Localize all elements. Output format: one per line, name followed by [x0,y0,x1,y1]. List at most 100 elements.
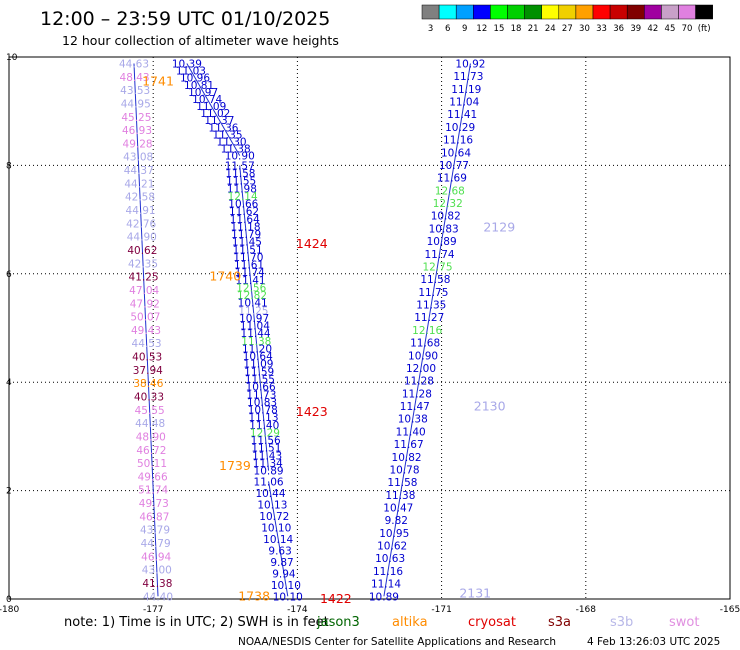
satellite-legend-item: cryosat [468,615,516,630]
y-tick-label: 6 [6,270,12,280]
wave-height-label: 45.25 [121,112,151,124]
wave-height-label: 48.90 [136,431,166,443]
x-axis-ticks: -180 -177 -174 -171 -168 -165 [0,605,740,615]
legend-labels: 3 6 9 12 15 18 21 24 27 30 33 36 39 42 45 70 (ft) [428,24,711,34]
wave-height-label: 11.19 [451,84,481,96]
wave-height-label: 11.28 [402,388,432,400]
wave-height-label: 10.63 [375,553,405,565]
legend-label: 9 [462,24,467,34]
wave-height-label: 10.90 [408,350,438,362]
wave-height-label: 11.27 [414,312,444,324]
wave-height-label: 10.47 [383,502,413,514]
wave-height-label: 44.21 [124,178,154,190]
wave-height-label: 49.66 [138,471,168,483]
pass-time-label: 2131 [459,586,491,601]
wave-height-label: 49.28 [123,138,153,150]
legend-swatch [541,4,560,20]
wave-height-label: 12.82 [237,290,267,302]
wave-height-label: 44.63 [119,59,149,71]
satellite-legend-item: swot [669,615,699,630]
wave-height-label: 11.56 [251,435,281,447]
pass-time-label: 2130 [474,399,506,414]
wave-height-label: 11.47 [400,401,430,413]
wave-height-label: 10.10 [261,522,291,534]
legend-label: 15 [494,24,505,34]
wave-height-label: 10.95 [379,528,409,540]
wave-height-label: 49.43 [131,325,161,337]
legend-swatches [421,4,713,20]
wave-height-label: 42.76 [126,218,156,230]
wave-height-label: 46.72 [136,445,166,457]
wave-height-label: 10.96 [180,73,210,85]
legend-swatch [661,4,679,20]
wave-height-label: 11.74 [425,249,455,261]
wave-height-label: 44.95 [121,98,151,110]
wave-height-label: 10.78 [389,464,419,476]
legend-label: 70 [682,24,693,34]
wave-height-label: 47.04 [129,285,159,297]
legend-label: 12 [476,24,487,34]
legend-swatch [575,4,594,20]
legend-label: 42 [647,24,658,34]
wave-height-label: 12.16 [412,325,442,337]
x-tick-label: -174 [287,605,308,615]
wave-height-label: 46.93 [122,125,152,137]
wave-height-label: 11.09 [196,101,226,113]
pass-time-label: 1422 [320,591,352,606]
wave-height-label: 40.53 [132,352,162,364]
wave-height-label: 50.11 [137,458,167,470]
wave-height-label: 10.72 [259,511,289,523]
legend-swatch [490,4,508,20]
legend-swatch [558,4,577,20]
wave-height-label: 10.14 [263,534,293,546]
wave-height-label: 11.75 [418,287,448,299]
wave-height-label: 10.82 [392,452,422,464]
wave-height-label: 11.64 [230,214,260,226]
grid-lines [9,57,730,599]
wave-height-label: 11.79 [231,229,261,241]
legend-swatch [609,4,628,20]
wave-height-label: 10.89 [254,466,284,478]
wave-height-label: 11.30 [217,136,247,148]
wave-height-label: 10.62 [377,541,407,553]
track-line [268,481,289,597]
data-labels: 10.3911.0310.9610.8110.9710.7411.0911.02… [119,59,486,604]
wave-height-label: 10.78 [248,405,278,417]
legend-swatch [626,4,645,20]
wave-height-label: 11.38 [221,144,251,156]
wave-height-label: 10.89 [427,236,457,248]
wave-height-label: 11.68 [410,338,440,350]
wave-height-label: 38.46 [133,378,163,390]
wave-height-label: 11.20 [242,343,272,355]
legend-swatch [507,4,525,20]
wave-height-label: 10.90 [225,151,255,163]
wave-height-label: 11.03 [176,66,206,78]
wave-height-label: 11.59 [244,366,274,378]
wave-height-label: 10.82 [431,211,461,223]
legend-label: 24 [545,24,556,34]
wave-height-label: 10.83 [429,223,459,235]
wave-height-label: 44.79 [141,538,171,550]
legend-swatch [524,4,542,20]
legend-swatch [473,4,491,20]
wave-height-label: 12.32 [433,198,463,210]
wave-height-label: 11.69 [437,173,467,185]
track-line [383,63,471,597]
y-tick-label: 10 [6,53,18,63]
wave-height-label: 11.55 [226,176,256,188]
wave-height-label: 48.43 [120,72,150,84]
wave-height-label: 11.70 [233,252,263,264]
pass-time-label: 1740 [209,269,241,284]
legend-label: 36 [613,24,624,34]
wave-height-label: 11.35 [212,129,242,141]
wave-height-label: 11.45 [232,237,262,249]
legend-label: 18 [511,24,522,34]
y-tick-label: 8 [6,161,12,171]
wave-height-label: 11.44 [241,328,271,340]
wave-height-label: 11.51 [233,244,263,256]
x-tick-label: -171 [431,605,451,615]
wave-height-label: 10.39 [172,59,202,71]
y-axis-ticks: 0 2 4 6 8 10 [6,53,18,605]
wave-height-label: 11.67 [394,439,424,451]
wave-height-label: 10.44 [255,488,285,500]
